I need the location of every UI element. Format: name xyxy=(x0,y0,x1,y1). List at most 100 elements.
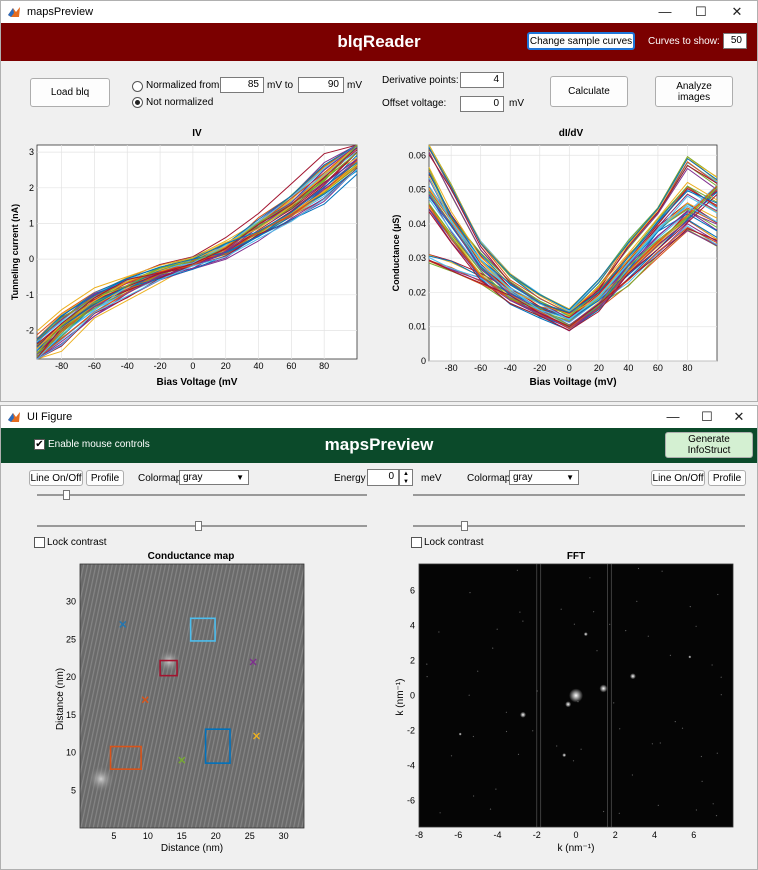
fft-peak xyxy=(599,684,608,693)
enable-mouse-checkbox[interactable]: ✔ xyxy=(34,439,45,450)
fft-ytick: 6 xyxy=(410,585,415,595)
slider-thumb[interactable] xyxy=(461,521,468,531)
cmap-x-stroke xyxy=(119,620,127,628)
fft-noise xyxy=(631,774,633,776)
cmap-ytick: 30 xyxy=(66,597,76,607)
fft-noise xyxy=(450,755,453,757)
cmap-x-marker xyxy=(252,732,260,740)
iv-series-line xyxy=(36,168,358,360)
right-slider-bottom[interactable] xyxy=(413,521,745,531)
fft-peak xyxy=(565,701,572,708)
fft-noise xyxy=(716,752,718,754)
didv-xtick: 0 xyxy=(567,363,572,373)
didv-xtick: -20 xyxy=(533,363,546,373)
fft-xtick: 6 xyxy=(691,830,696,840)
colormap-select-right[interactable]: gray ▼ xyxy=(509,470,579,485)
maximize-icon[interactable]: ☐ xyxy=(695,4,707,19)
cmap-x-stroke xyxy=(141,696,149,704)
load-blq-button[interactable]: Load blq xyxy=(30,78,110,107)
profile-button-right[interactable]: Profile xyxy=(708,470,746,486)
fft-noise xyxy=(659,742,661,744)
cmap-ytick: 25 xyxy=(66,634,76,644)
fft-noise xyxy=(522,620,524,622)
fft-noise xyxy=(517,753,520,755)
fft-noise xyxy=(472,735,474,738)
fft-noise xyxy=(669,654,671,656)
line-onoff-button-right[interactable]: Line On/Off xyxy=(651,470,705,486)
fft-noise xyxy=(619,728,621,730)
fft-peak xyxy=(458,732,462,736)
fft-noise xyxy=(596,650,598,652)
not-normalized-radio[interactable] xyxy=(132,97,143,108)
ui-figure-window: UI Figure — ☐ ✕ ✔ Enable mouse controls … xyxy=(0,405,758,870)
left-slider-top[interactable] xyxy=(37,490,367,500)
fft-noise xyxy=(426,663,428,665)
left-slider-bottom[interactable] xyxy=(37,521,367,531)
didv-chart: dI/dV -80 -60 -40 -20 0 20 40 60 80 0 0.01 0.02 0.03… xyxy=(391,128,718,388)
iv-ytick: 0 xyxy=(29,254,34,264)
iv-ylabel: Tunneling current (nA) xyxy=(10,204,20,300)
change-sample-curves-button[interactable]: Change sample curves xyxy=(527,32,635,50)
didv-ytick: 0.06 xyxy=(408,150,426,160)
fft-noise xyxy=(573,623,575,625)
fft-xtick: -6 xyxy=(454,830,462,840)
slider-thumb[interactable] xyxy=(63,490,70,500)
line-onoff-button[interactable]: Line On/Off xyxy=(29,470,83,486)
iv-series-line xyxy=(36,144,358,354)
fft-ytick: 0 xyxy=(410,691,415,701)
lock-contrast-checkbox[interactable] xyxy=(34,537,45,548)
analyze-images-button[interactable]: Analyze images xyxy=(655,76,733,107)
curves-to-show-label: Curves to show: xyxy=(648,36,720,47)
offset-voltage-input[interactable]: 0 xyxy=(460,96,504,112)
didv-series-line xyxy=(428,172,718,313)
generate-infostruct-button[interactable]: Generate InfoStruct xyxy=(665,432,753,458)
profile-button[interactable]: Profile xyxy=(86,470,124,486)
fft-ytick: 4 xyxy=(410,620,415,630)
fft-noise xyxy=(489,808,492,810)
iv-xtick: 40 xyxy=(254,361,264,371)
energy-spinner[interactable]: ▲ ▼ xyxy=(399,469,413,486)
colormap-select[interactable]: gray ▼ xyxy=(179,470,249,485)
close-icon[interactable]: ✕ xyxy=(733,409,745,424)
minimize-icon[interactable]: — xyxy=(658,4,672,19)
fft-peak xyxy=(562,753,567,758)
fft-noise xyxy=(532,730,534,732)
from-input[interactable]: 85 xyxy=(220,77,264,93)
fft-xtick: -4 xyxy=(493,830,501,840)
fft-noise xyxy=(701,780,703,782)
fft-ytick: 2 xyxy=(410,655,415,665)
calculate-button[interactable]: Calculate xyxy=(550,76,628,107)
didv-xtick: -80 xyxy=(445,363,458,373)
slider-thumb[interactable] xyxy=(195,521,202,531)
cmap-xtick: 20 xyxy=(211,831,221,841)
center-slider-right[interactable] xyxy=(413,491,745,499)
not-normalized-label: Not normalized xyxy=(146,97,214,108)
spin-down-icon[interactable]: ▼ xyxy=(403,479,409,485)
derivative-points-input[interactable]: 4 xyxy=(460,72,504,88)
fft-noise xyxy=(651,743,653,745)
energy-input[interactable]: 0 xyxy=(367,469,399,486)
fft-noise xyxy=(613,702,615,704)
close-icon[interactable]: ✕ xyxy=(731,4,743,19)
spin-up-icon[interactable]: ▲ xyxy=(403,471,409,477)
fft-noise xyxy=(637,567,640,570)
fft-noise xyxy=(589,577,591,579)
lock-contrast-checkbox-right[interactable] xyxy=(411,537,422,548)
maximize-icon[interactable]: ☐ xyxy=(701,409,713,424)
fft-noise xyxy=(495,788,497,790)
to-input[interactable]: 90 xyxy=(298,77,344,93)
cmap-title: Conductance map xyxy=(148,551,235,562)
didv-series-line xyxy=(428,147,718,311)
fft-title: FFT xyxy=(567,551,585,562)
fft-noise xyxy=(560,608,562,610)
normalized-radio[interactable] xyxy=(132,81,143,92)
didv-title: dI/dV xyxy=(559,128,584,139)
minimize-icon[interactable]: — xyxy=(666,409,680,424)
curves-to-show-input[interactable]: 50 xyxy=(723,33,747,49)
didv-ylabel: Conductance (µS) xyxy=(391,215,401,292)
didv-series-line xyxy=(428,185,718,321)
didv-ytick: 0.02 xyxy=(408,287,426,297)
didv-series-line xyxy=(428,177,718,320)
offset-voltage-label: Offset voltage: xyxy=(382,98,447,109)
fft-noise xyxy=(609,623,611,625)
